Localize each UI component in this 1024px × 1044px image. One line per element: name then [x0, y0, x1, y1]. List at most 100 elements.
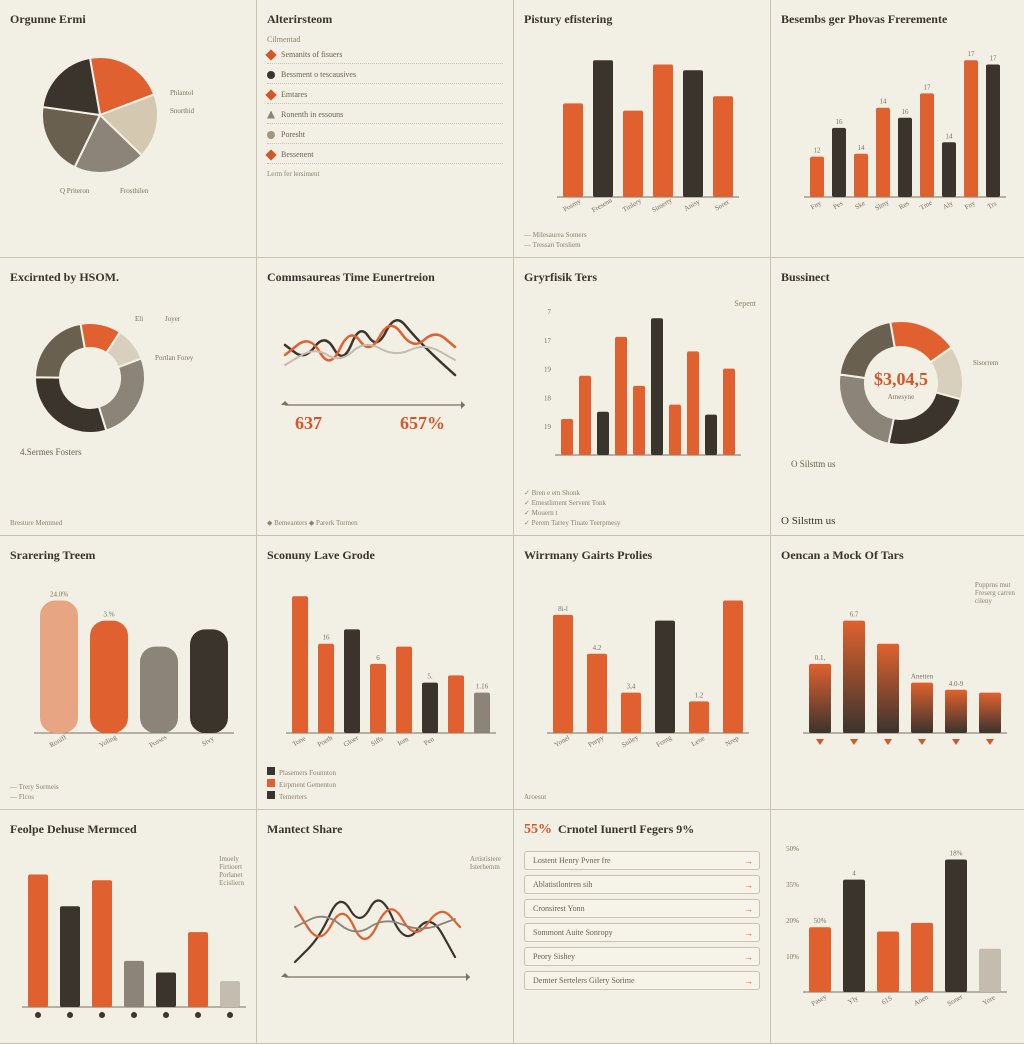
side-annotation: ImoelyFirtioertPorlanetEcisliern: [219, 855, 244, 887]
list-item-label: Emtares: [281, 90, 307, 99]
panel-title: Feolpe Dehuse Mermced: [10, 822, 246, 837]
svg-text:Yore: Yore: [981, 993, 997, 1007]
panel-subtitle: Cilmentad: [267, 35, 503, 44]
svg-text:50%: 50%: [786, 845, 799, 853]
legend: — Milesaurea Somers— Tressan Torsliem: [524, 229, 760, 249]
flow-row: Sommont Auite Sonropy→: [524, 923, 760, 942]
svg-text:Eli: Eli: [135, 315, 143, 323]
flow-row: Demter Sertelers Gilery Sorime→: [524, 971, 760, 990]
svg-text:Posses: Posses: [148, 733, 168, 749]
svg-text:16: 16: [836, 118, 844, 126]
svg-text:17: 17: [990, 55, 998, 63]
svg-text:637: 637: [295, 413, 322, 433]
chart-panel-c31: Srarering Treem24.0%Roniff3.%YolingPosse…: [0, 536, 257, 810]
svg-text:Tme: Tme: [918, 199, 933, 212]
bar-chart: [10, 845, 246, 1035]
svg-text:0.1,: 0.1,: [815, 654, 826, 662]
diamond-icon: [265, 49, 276, 60]
legend: Aroesut: [524, 791, 760, 801]
svg-text:Pen: Pen: [422, 735, 436, 747]
arrow-icon: →: [744, 928, 753, 938]
svg-text:Lene: Lene: [690, 734, 706, 748]
svg-text:Portlan Forey: Portlan Forey: [155, 354, 194, 362]
list-item-label: Bessment o tescausives: [281, 70, 356, 79]
svg-text:Fresenn: Fresenn: [590, 196, 614, 214]
panel-title: Orgunne Ermi: [10, 12, 246, 27]
svg-text:Sivy: Sivy: [200, 734, 216, 748]
legend: ✓ Bren e em Shonk✓ Emestliment Servent T…: [524, 487, 760, 527]
svg-text:1.16: 1.16: [476, 683, 489, 691]
svg-text:17: 17: [968, 50, 976, 58]
legend: ◆ Bemeanters ◆ Parerk Tormen: [267, 517, 503, 527]
arrow-icon: →: [744, 976, 753, 986]
svg-text:Pes: Pes: [832, 199, 845, 211]
svg-text:Res: Res: [897, 199, 910, 211]
svg-text:8i-l: 8i-l: [558, 605, 568, 613]
arrow-icon: →: [744, 856, 753, 866]
svg-text:17: 17: [924, 83, 932, 91]
svg-text:Slmy: Slmy: [874, 198, 891, 213]
list-item: Emtares: [267, 90, 503, 104]
svg-text:4: 4: [852, 870, 856, 878]
chart-area: PhlantolSnorthidQ PriteronFrosthilen: [10, 35, 246, 249]
svg-text:Frosthilen: Frosthilen: [120, 187, 149, 195]
svg-text:19: 19: [544, 366, 552, 374]
panel-title: Mantect Share: [267, 822, 503, 837]
donut-chart: Portlan ForeyEliJoyer4.Sermes Fosters: [10, 293, 246, 483]
svg-text:Fny: Fny: [809, 199, 823, 212]
svg-text:Iom: Iom: [396, 735, 410, 748]
svg-text:35%: 35%: [786, 881, 799, 889]
chart-panel-c33: Wirrmany Gairts Prolies8i-lYonel4.2Pnrpy…: [514, 536, 771, 810]
svg-text:$3,04,5: $3,04,5: [874, 369, 928, 389]
svg-text:Q Priteron: Q Priteron: [60, 187, 90, 195]
svg-text:4.2: 4.2: [593, 644, 602, 652]
chart-panel-c41: Feolpe Dehuse Mermced ImoelyFirtioertPorl…: [0, 810, 257, 1044]
chart-area: 637 657%: [267, 293, 503, 513]
chart-area: 12Fny16Pes14Ske14Slmy16Res17Tme14Aly17Fn…: [781, 35, 1017, 249]
pie-chart: PhlantolSnorthidQ PriteronFrosthilen: [10, 35, 246, 225]
list-item-label: Poresht: [281, 130, 305, 139]
flow-row: Cronsirest Yonn→: [524, 899, 760, 918]
chart-panel-c44: 50%35%20%10%50%Pasey4Yly61SAnen18%SonerY…: [771, 810, 1024, 1044]
svg-text:Simerty: Simerty: [650, 196, 674, 214]
bar-chart: 50%35%20%10%50%Pasey4Yly61SAnen18%SonerY…: [781, 830, 1017, 1020]
svg-text:3,4: 3,4: [627, 683, 636, 691]
svg-text:Pasey: Pasey: [810, 992, 829, 1007]
svg-text:Sorer: Sorer: [713, 198, 731, 213]
dot-icon: [267, 131, 275, 139]
chart-panel-c42: Mantect ShareArtististereIsterhemm: [257, 810, 514, 1044]
svg-text:12: 12: [814, 147, 822, 155]
panel-title: Pistury efistering: [524, 12, 760, 27]
svg-text:Snorthid: Snorthid: [170, 107, 195, 115]
svg-text:Sisorrem: Sisorrem: [973, 359, 999, 367]
svg-text:Tinlery: Tinlery: [621, 196, 643, 213]
svg-text:6.7: 6.7: [850, 611, 859, 619]
svg-text:17: 17: [544, 337, 552, 345]
svg-text:61S: 61S: [880, 994, 894, 1006]
svg-text:657%: 657%: [400, 413, 445, 433]
panel-title: 55%Crnotel Iunertl Fegers 9%: [524, 822, 760, 838]
svg-text:Trs: Trs: [986, 199, 998, 211]
panel-footer: Lerm fer lersiment: [267, 170, 503, 178]
chart-area: 24.0%Roniff3.%YolingPossesSivy: [10, 571, 246, 777]
legend: — Trery Sormeis— Flcos: [10, 781, 246, 801]
bar-chart: 8i-lYonel4.2Pnrpy3,4SnileyFontg1.2LeneNr…: [524, 571, 760, 761]
svg-text:Gloer: Gloer: [342, 733, 360, 748]
flow-row: Ablatistlontren sih→: [524, 875, 760, 894]
svg-text:Amesyne: Amesyne: [888, 393, 914, 401]
chart-panel-c24: Bussinect$3,04,5AmesyneSisorremO Silsttm…: [771, 258, 1024, 536]
chart-area: PosmyFresennTinlerySimertyAnisySorer: [524, 35, 760, 225]
svg-text:Soner: Soner: [946, 992, 965, 1007]
svg-text:Yonel: Yonel: [553, 734, 571, 749]
chart-panel-c43: 55%Crnotel Iunertl Fegers 9%Lostent Henr…: [514, 810, 771, 1044]
svg-text:16: 16: [323, 634, 331, 642]
bar-chart: Tone16PoethGloer6SiffsIom5.Pen1.16: [267, 571, 503, 761]
svg-text:14: 14: [858, 144, 866, 152]
panel-title: Excirnted by HSOM.: [10, 270, 246, 285]
svg-text:6: 6: [376, 654, 380, 662]
list-item: Poresht: [267, 130, 503, 144]
list-item-label: Semanits of fisuers: [281, 50, 342, 59]
svg-text:5.: 5.: [427, 673, 433, 681]
svg-text:18%: 18%: [950, 850, 963, 858]
chart-panel-c13: Pistury efisteringPosmyFresennTinlerySim…: [514, 0, 771, 258]
